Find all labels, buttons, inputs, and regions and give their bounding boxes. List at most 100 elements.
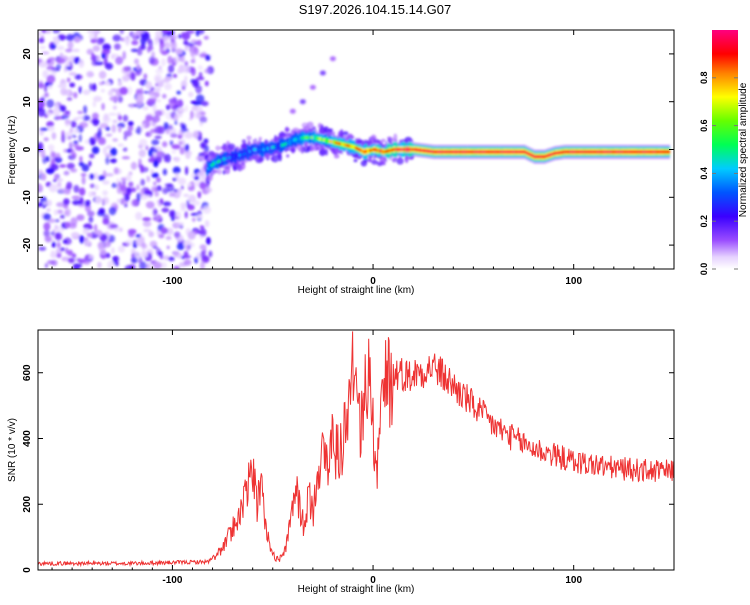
noise-blob	[131, 248, 136, 254]
ridge-segment	[607, 150, 610, 154]
ridge-segment	[389, 149, 392, 152]
noise-blob	[46, 121, 54, 128]
noise-blob	[196, 111, 202, 119]
snr-panel: -100 0 100 0 200 400 600 Height of straight li…	[7, 329, 675, 595]
ridge-segment	[373, 148, 376, 151]
ridge-segment	[405, 148, 408, 151]
noise-blob	[153, 159, 159, 168]
ridge-segment	[615, 150, 618, 154]
noise-blob	[173, 55, 181, 64]
noise-blob	[136, 64, 141, 71]
ridge-segment	[320, 138, 323, 141]
noise-blob	[116, 178, 120, 187]
noise-blob	[164, 41, 171, 49]
snr-marks	[38, 331, 674, 568]
ridge-segment	[569, 150, 572, 154]
noise-blob	[201, 100, 209, 107]
ridge-segment	[208, 165, 211, 169]
noise-blob	[106, 145, 112, 150]
ridge-segment	[256, 148, 259, 151]
noise-blob	[46, 99, 55, 109]
noise-blob	[66, 77, 71, 83]
noise-blob	[143, 73, 148, 80]
noise-blob	[190, 212, 199, 216]
snr-plot-area	[38, 330, 674, 570]
noise-blob	[204, 220, 210, 228]
noise-blob	[45, 30, 52, 34]
noise-blob	[184, 61, 189, 67]
noise-blob	[86, 232, 93, 237]
noise-blob	[166, 227, 174, 236]
ridge-segment	[637, 150, 640, 154]
noise-blob	[47, 144, 55, 151]
ridge-halo	[285, 126, 289, 133]
noise-blob	[70, 148, 75, 155]
noise-blob	[56, 253, 62, 258]
ridge-segment	[557, 151, 560, 155]
ridge-segment	[369, 149, 372, 152]
ridge-halo	[342, 131, 349, 136]
noise-blob	[79, 187, 86, 196]
noise-blob	[112, 105, 117, 110]
noise-blob	[73, 117, 79, 121]
noise-blob	[88, 254, 95, 259]
noise-blob	[188, 194, 197, 203]
ridge-segment	[351, 145, 354, 149]
noise-blob	[66, 97, 73, 101]
noise-blob	[54, 232, 63, 241]
noise-blob	[155, 82, 159, 87]
ridge-halo	[347, 133, 353, 139]
noise-blob	[139, 138, 148, 147]
ridge-segment	[341, 142, 344, 146]
noise-blob	[177, 188, 182, 195]
noise-blob	[56, 178, 64, 182]
noise-blob	[123, 130, 133, 137]
noise-blob	[72, 199, 82, 206]
ridge-segment	[353, 145, 356, 149]
colorbar-label: Normalized spectral amplitude	[738, 82, 749, 217]
noise-blob	[181, 32, 191, 41]
noise-blob	[205, 187, 213, 193]
noise-blob	[39, 101, 46, 108]
noise-blob	[140, 30, 145, 34]
noise-blob	[192, 217, 196, 222]
ridge-segment	[461, 150, 464, 154]
noise-blob	[59, 214, 66, 219]
noise-blob	[155, 76, 161, 83]
noise-blob	[143, 228, 152, 233]
ridge-halo	[387, 136, 392, 140]
ridge-segment	[487, 150, 490, 154]
noise-blob	[46, 59, 52, 63]
noise-blob	[70, 91, 74, 97]
noise-blob	[92, 172, 99, 180]
noise-blob	[176, 90, 181, 95]
noise-blob	[67, 249, 73, 256]
noise-blob	[164, 83, 172, 91]
noise-blob	[94, 119, 100, 125]
colorbar-axes: 0.0 0.2 0.4 0.6 0.8	[699, 72, 738, 275]
noise-blob	[47, 125, 55, 132]
noise-blob	[203, 138, 209, 143]
noise-blob	[66, 162, 75, 170]
noise-blob	[60, 82, 67, 89]
ridge-segment	[367, 149, 370, 153]
ridge-segment	[250, 149, 253, 152]
ridge-segment	[322, 138, 325, 142]
noise-blob	[91, 118, 96, 125]
ridge-segment	[651, 150, 654, 154]
ridge-segment	[543, 155, 546, 159]
noise-blob	[65, 221, 71, 228]
noise-blob	[195, 84, 203, 94]
noise-blob	[184, 144, 190, 152]
ridge-segment	[298, 137, 301, 140]
noise-blob	[98, 175, 106, 181]
noise-blob	[182, 65, 191, 74]
noise-blob	[141, 242, 146, 249]
noise-blob	[102, 116, 111, 124]
colorbar-tick-label: 0.6	[699, 119, 709, 132]
ridge-segment	[647, 150, 650, 154]
noise-blob	[175, 48, 183, 55]
ridge-segment	[631, 150, 634, 154]
ridge-halo	[300, 145, 305, 154]
noise-blob	[122, 114, 129, 122]
